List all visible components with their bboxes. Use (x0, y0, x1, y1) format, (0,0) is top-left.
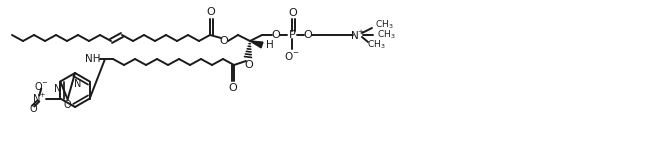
Text: O: O (272, 30, 281, 40)
Text: O: O (229, 83, 237, 93)
Text: CH$_3$: CH$_3$ (367, 39, 386, 51)
Text: N: N (75, 78, 82, 89)
Text: N: N (54, 84, 61, 94)
Text: N$^{+}$: N$^{+}$ (32, 92, 47, 105)
Text: O: O (220, 36, 228, 46)
Text: O: O (64, 100, 71, 110)
Text: CH$_3$: CH$_3$ (376, 29, 395, 41)
Text: N$^{+}$: N$^{+}$ (351, 28, 365, 42)
Text: O: O (304, 30, 312, 40)
Text: H: H (266, 40, 274, 50)
Text: NH: NH (86, 54, 100, 64)
Text: O: O (245, 60, 253, 70)
Text: O: O (207, 7, 215, 17)
Text: O$^{-}$: O$^{-}$ (284, 50, 300, 62)
Text: P: P (288, 30, 295, 40)
Text: O$^{-}$: O$^{-}$ (34, 81, 49, 92)
Text: O: O (29, 103, 37, 114)
Text: O: O (288, 8, 297, 18)
Text: CH$_3$: CH$_3$ (375, 19, 393, 31)
Polygon shape (250, 41, 263, 48)
